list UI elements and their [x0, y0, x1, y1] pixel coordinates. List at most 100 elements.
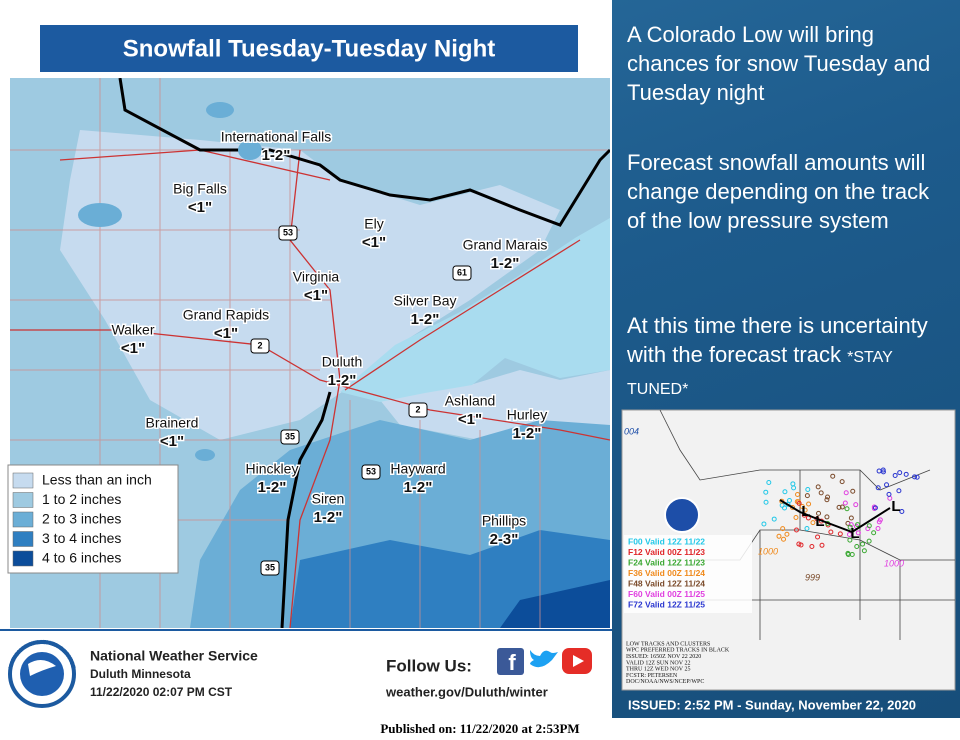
track-point	[782, 489, 788, 495]
highway-label: 35	[265, 562, 275, 572]
county-lines	[10, 78, 610, 628]
track-point	[847, 524, 853, 530]
snow-amount: 1-2"	[328, 372, 357, 389]
track-point	[798, 542, 804, 548]
isobar-label: 1000	[884, 558, 904, 568]
facebook-icon[interactable]	[497, 648, 524, 675]
track-point	[795, 492, 801, 498]
track-point	[886, 491, 892, 497]
track-point	[861, 548, 867, 554]
track-point	[804, 525, 810, 531]
place-name: Duluth	[322, 354, 362, 370]
facebook-glyph: f	[508, 650, 516, 675]
track-point	[815, 484, 821, 490]
graphic: Snowfall Tuesday-Tuesday Night Internati…	[0, 25, 956, 708]
place-name: Grand Marais	[463, 237, 548, 253]
track-point	[844, 506, 850, 512]
isobar-label: 1000	[758, 546, 778, 556]
snow-amount: 1-2"	[258, 479, 287, 496]
track-point	[866, 538, 872, 544]
track-point	[848, 515, 854, 521]
track-point	[914, 474, 920, 480]
track-point	[848, 522, 854, 528]
track-point	[847, 537, 853, 543]
border	[118, 78, 610, 227]
track-point	[805, 486, 811, 492]
track-point	[860, 541, 866, 547]
track-point	[810, 520, 816, 526]
inset-legend-label: F12 Valid 00Z 11/23	[628, 547, 705, 557]
place-name: International Falls	[221, 129, 332, 145]
place-name: Brainerd	[146, 415, 199, 431]
legend-swatch	[12, 472, 34, 489]
track-point	[802, 507, 808, 513]
track-point	[884, 482, 890, 488]
track-point	[791, 485, 797, 491]
highway-label: 35	[285, 431, 295, 441]
track-point	[875, 485, 881, 491]
inset-legend-label: F60 Valid 00Z 11/25	[628, 589, 705, 599]
highway-shield	[250, 338, 270, 354]
snow-amount: 1-2"	[404, 479, 433, 496]
place-name: Ashland	[445, 393, 496, 409]
sidebar-text: Forecast snowfall amounts will change de…	[627, 150, 930, 233]
highway-label: 2	[415, 404, 420, 414]
snow-amount: <1"	[160, 433, 184, 450]
snow-amount: 1-2"	[513, 425, 542, 442]
track-point	[819, 542, 825, 548]
published: Published on: 11/22/2020 at 2:53PM	[0, 718, 960, 740]
highway-shield	[260, 560, 280, 576]
low-label: L	[815, 513, 824, 530]
highway-shield	[361, 464, 381, 480]
snow-amount: 1-2"	[314, 509, 343, 526]
map	[10, 78, 610, 628]
track-point	[780, 526, 786, 532]
snow-amount: 1-2"	[262, 147, 291, 164]
wpc-track	[779, 499, 891, 534]
track-point	[766, 480, 772, 486]
track-point	[866, 523, 872, 529]
place-name: Hayward	[390, 461, 445, 477]
legend-swatch	[12, 550, 34, 567]
track-point	[837, 531, 843, 537]
track-point	[784, 531, 790, 537]
place-name: Walker	[111, 322, 154, 338]
track-point	[793, 515, 799, 521]
track-point	[824, 497, 830, 503]
low-label: L	[891, 498, 900, 515]
track-point	[825, 494, 831, 500]
track-point	[809, 544, 815, 550]
noaa-logo	[664, 497, 700, 533]
highway-label: 61	[457, 267, 467, 277]
low-label: L	[801, 503, 810, 520]
legend-swatch	[12, 531, 34, 547]
track-point	[854, 543, 860, 549]
title: Snowfall Tuesday-Tuesday Night	[123, 35, 496, 62]
inset-legend-label: F72 Valid 12Z 11/25	[628, 599, 705, 609]
low-label: L	[850, 525, 859, 542]
track-point	[781, 536, 787, 542]
snow-amount: <1"	[121, 340, 145, 357]
place-name: Virginia	[293, 269, 340, 285]
stay-tuned: *STAY TUNED*	[627, 349, 893, 398]
twitter-icon[interactable]	[530, 650, 558, 668]
track-point	[850, 488, 856, 494]
snow-amount: 1-2"	[411, 311, 440, 328]
track-point	[771, 516, 777, 522]
timestamp: 11/22/2020 02:07 PM CST	[90, 685, 233, 699]
track-point	[871, 530, 877, 536]
track-point	[763, 499, 769, 505]
track-point	[839, 479, 845, 485]
youtube-play	[573, 655, 584, 667]
legend-label: 2 to 3 inches	[42, 511, 121, 527]
legend-box	[7, 464, 179, 574]
track-point	[818, 490, 824, 496]
inset-legend-label: F24 Valid 12Z 11/23	[628, 557, 705, 567]
inset-legend-label: F36 Valid 00Z 11/24	[628, 568, 705, 578]
title-bar	[40, 25, 578, 72]
snow-amount: 1-2"	[491, 255, 520, 272]
track-point	[804, 493, 810, 499]
inset-states	[659, 409, 955, 640]
